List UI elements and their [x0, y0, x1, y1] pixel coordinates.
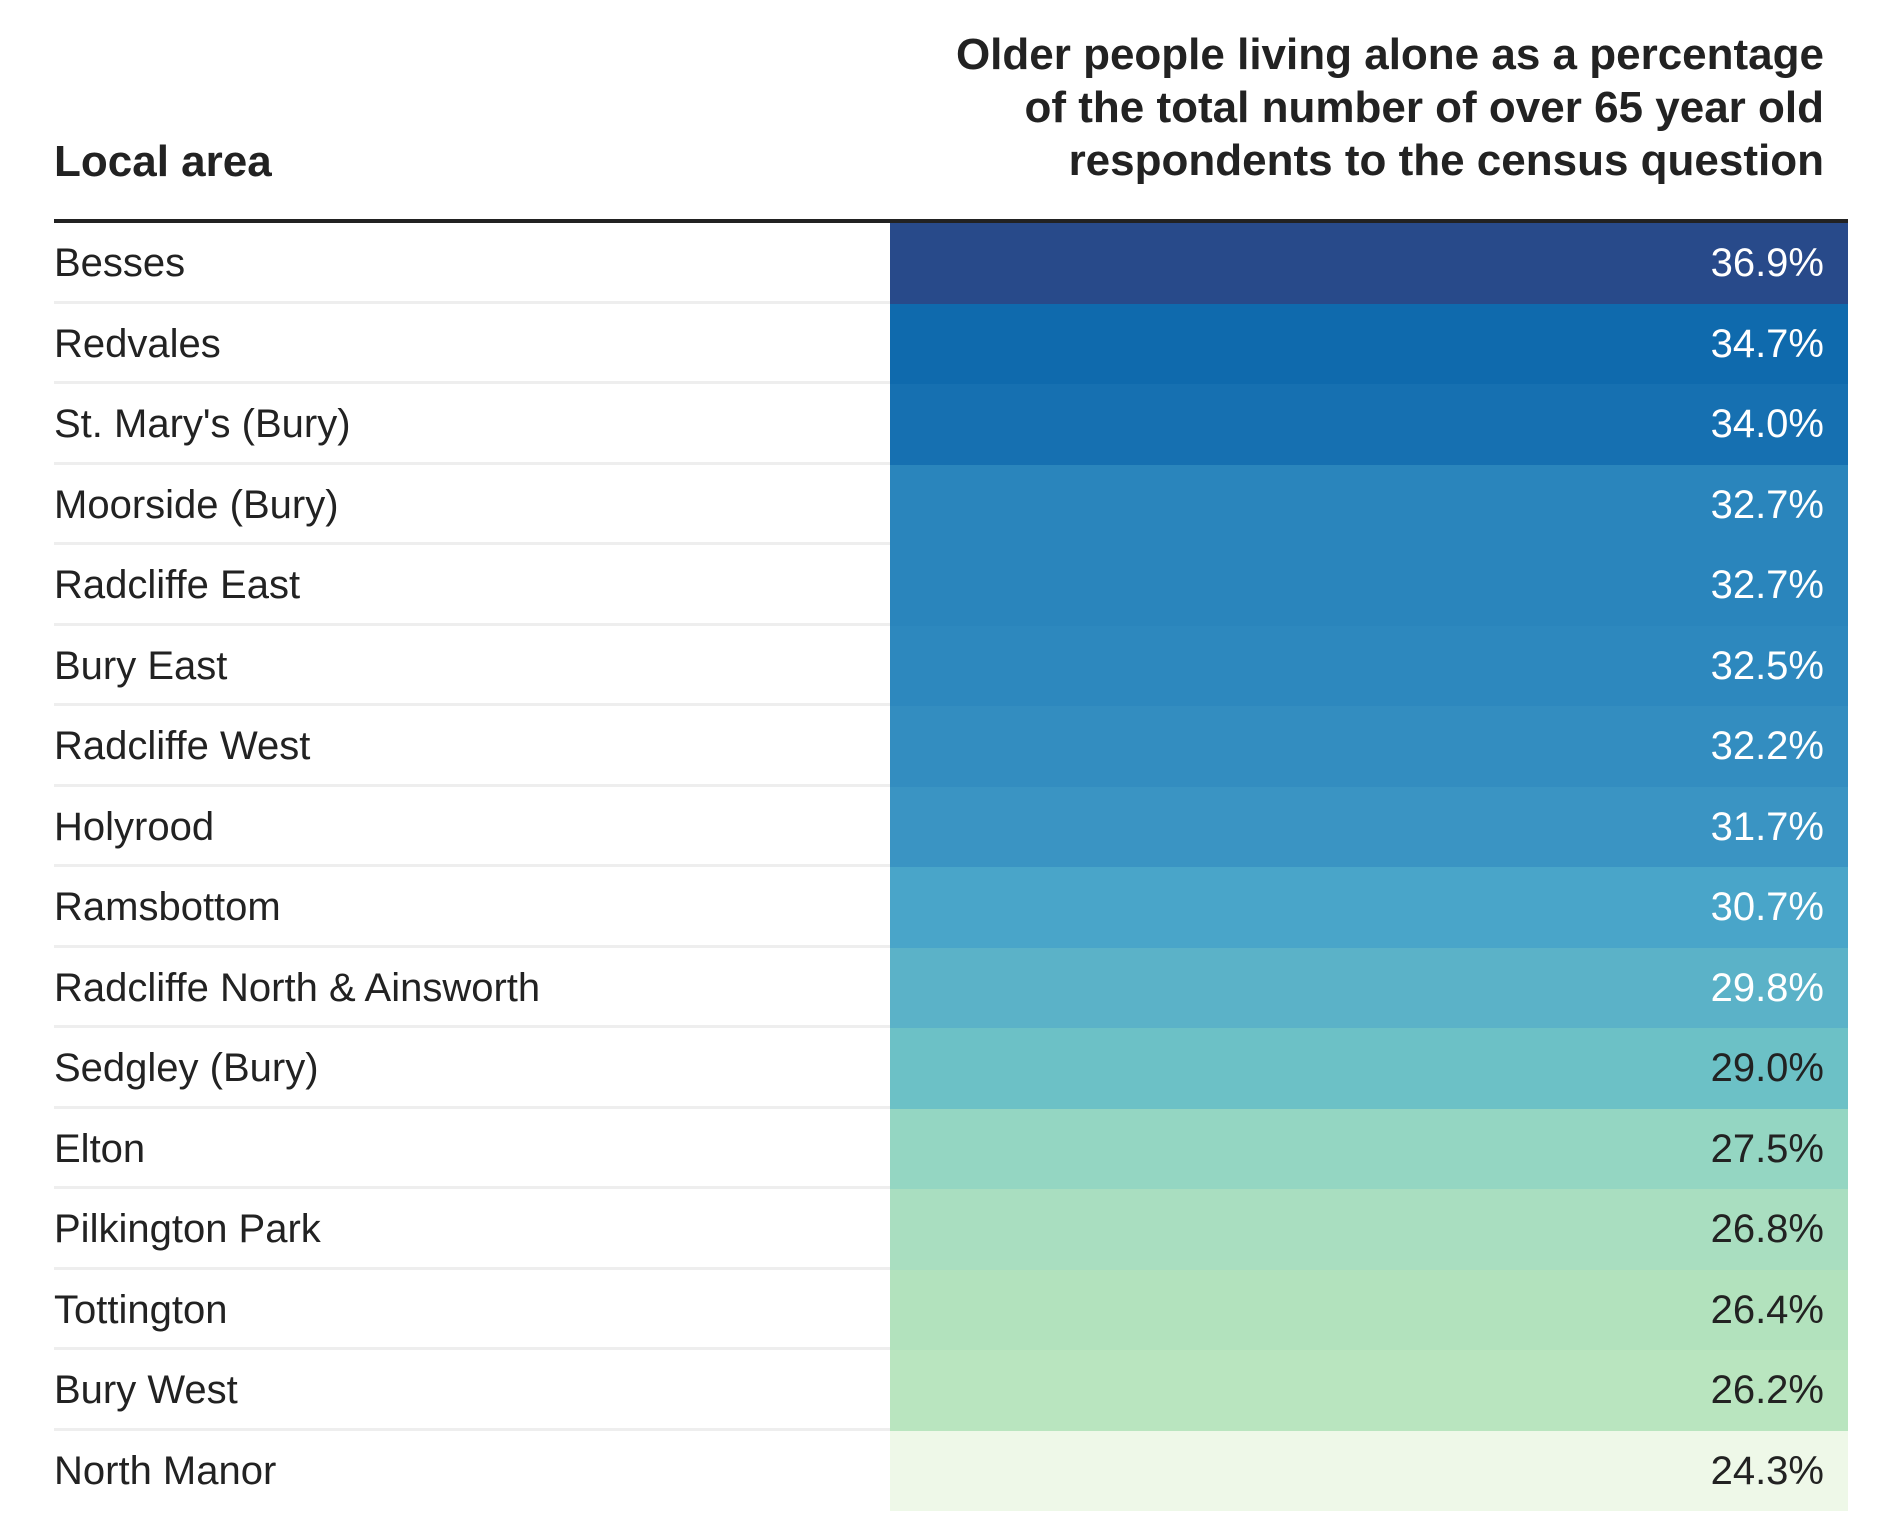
- row-divider: [54, 1427, 890, 1431]
- percentage-label: 36.9%: [1710, 241, 1824, 285]
- cell-local-area: Bury West: [54, 1368, 238, 1412]
- cell-percentage: 29.8%: [890, 947, 1848, 1028]
- table-header: Local area Older people living alone as …: [54, 0, 1848, 223]
- table-row: Radcliffe West 32.2%: [54, 706, 1848, 787]
- percentage-label: 26.8%: [1710, 1207, 1824, 1251]
- table-row: North Manor 24.3%: [54, 1430, 1848, 1511]
- table-row: Radcliffe North & Ainsworth 29.8%: [54, 947, 1848, 1028]
- cell-percentage: 26.2%: [890, 1350, 1848, 1431]
- percentage-label: 26.2%: [1710, 1368, 1824, 1412]
- row-divider: [54, 1186, 890, 1189]
- row-divider: [54, 1266, 890, 1270]
- column-header-local-area: Local area: [54, 137, 272, 186]
- cell-percentage: 26.8%: [890, 1189, 1848, 1270]
- cell-local-area: Bury East: [54, 643, 228, 688]
- cell-local-area: Redvales: [54, 321, 221, 366]
- cell-local-area: Elton: [54, 1126, 146, 1171]
- cell-percentage: 32.2%: [890, 706, 1848, 787]
- cell-local-area: St. Mary's (Bury): [54, 402, 351, 446]
- row-divider: [54, 1025, 890, 1028]
- cell-local-area: Besses: [54, 241, 186, 285]
- cell-percentage: 29.0%: [890, 1028, 1848, 1109]
- table-row: Holyrood 31.7%: [54, 786, 1848, 867]
- table-row: Ramsbottom 30.7%: [54, 867, 1848, 948]
- table-row: Besses 36.9%: [54, 223, 1848, 304]
- percentage-label: 30.7%: [1710, 885, 1824, 929]
- table-row: Elton 27.5%: [54, 1108, 1848, 1189]
- row-divider: [54, 864, 890, 867]
- table-row: St. Mary's (Bury) 34.0%: [54, 384, 1848, 465]
- row-divider: [54, 1347, 890, 1350]
- cell-percentage: 32.7%: [890, 464, 1848, 545]
- percentage-label: 26.4%: [1710, 1287, 1824, 1332]
- percentage-label: 32.5%: [1710, 643, 1824, 688]
- table-row: Redvales 34.7%: [54, 303, 1848, 384]
- percentage-label: 31.7%: [1710, 804, 1824, 849]
- cell-percentage: 31.7%: [890, 786, 1848, 867]
- row-divider: [54, 461, 890, 465]
- cell-local-area: Moorside (Bury): [54, 482, 339, 527]
- cell-local-area: North Manor: [54, 1448, 277, 1493]
- table-row: Bury West 26.2%: [54, 1350, 1848, 1431]
- percentage-label: 29.0%: [1710, 1046, 1824, 1090]
- cell-percentage: 32.7%: [890, 545, 1848, 626]
- row-divider: [54, 622, 890, 626]
- cell-percentage: 36.9%: [890, 223, 1848, 304]
- cell-percentage: 26.4%: [890, 1269, 1848, 1350]
- table-row: Radcliffe East 32.7%: [54, 545, 1848, 626]
- row-divider: [54, 542, 890, 545]
- percentage-label: 32.7%: [1710, 563, 1824, 607]
- percentage-label: 27.5%: [1710, 1126, 1824, 1171]
- cell-percentage: 27.5%: [890, 1108, 1848, 1189]
- column-header-percentage: Older people living alone as a percentag…: [955, 30, 1824, 185]
- percentage-label: 34.7%: [1710, 321, 1824, 366]
- cell-local-area: Radcliffe North & Ainsworth: [54, 965, 541, 1010]
- percentage-label: 29.8%: [1710, 965, 1824, 1010]
- cell-local-area: Radcliffe East: [54, 563, 301, 607]
- row-divider: [54, 381, 890, 384]
- percentage-label: 24.3%: [1710, 1448, 1824, 1493]
- cell-local-area: Radcliffe West: [54, 724, 311, 768]
- cell-local-area: Ramsbottom: [54, 885, 281, 929]
- row-divider: [54, 300, 890, 304]
- percentage-label: 32.2%: [1710, 724, 1824, 768]
- cell-percentage: 32.5%: [890, 625, 1848, 706]
- cell-local-area: Tottington: [54, 1287, 228, 1332]
- row-divider: [54, 944, 890, 948]
- percentage-label: 32.7%: [1710, 482, 1824, 527]
- row-divider: [54, 1105, 890, 1109]
- table-body: Besses 36.9% Redvales 34.7% St. Mary's (Bury…: [54, 223, 1848, 1511]
- row-divider: [54, 783, 890, 787]
- header-rule: [54, 219, 1848, 223]
- cell-local-area: Sedgley (Bury): [54, 1046, 319, 1090]
- percentage-label: 34.0%: [1710, 402, 1824, 446]
- cell-local-area: Pilkington Park: [54, 1207, 321, 1251]
- table-row: Moorside (Bury) 32.7%: [54, 464, 1848, 545]
- cell-percentage: 34.0%: [890, 384, 1848, 465]
- cell-percentage: 24.3%: [890, 1430, 1848, 1511]
- table-row: Sedgley (Bury) 29.0%: [54, 1028, 1848, 1109]
- table-row: Pilkington Park 26.8%: [54, 1189, 1848, 1270]
- row-divider: [54, 703, 890, 706]
- table-row: Bury East 32.5%: [54, 625, 1848, 706]
- cell-percentage: 34.7%: [890, 303, 1848, 384]
- data-table: Local area Older people living alone as …: [54, 0, 1848, 1511]
- cell-local-area: Holyrood: [54, 804, 215, 849]
- table-row: Tottington 26.4%: [54, 1269, 1848, 1350]
- cell-percentage: 30.7%: [890, 867, 1848, 948]
